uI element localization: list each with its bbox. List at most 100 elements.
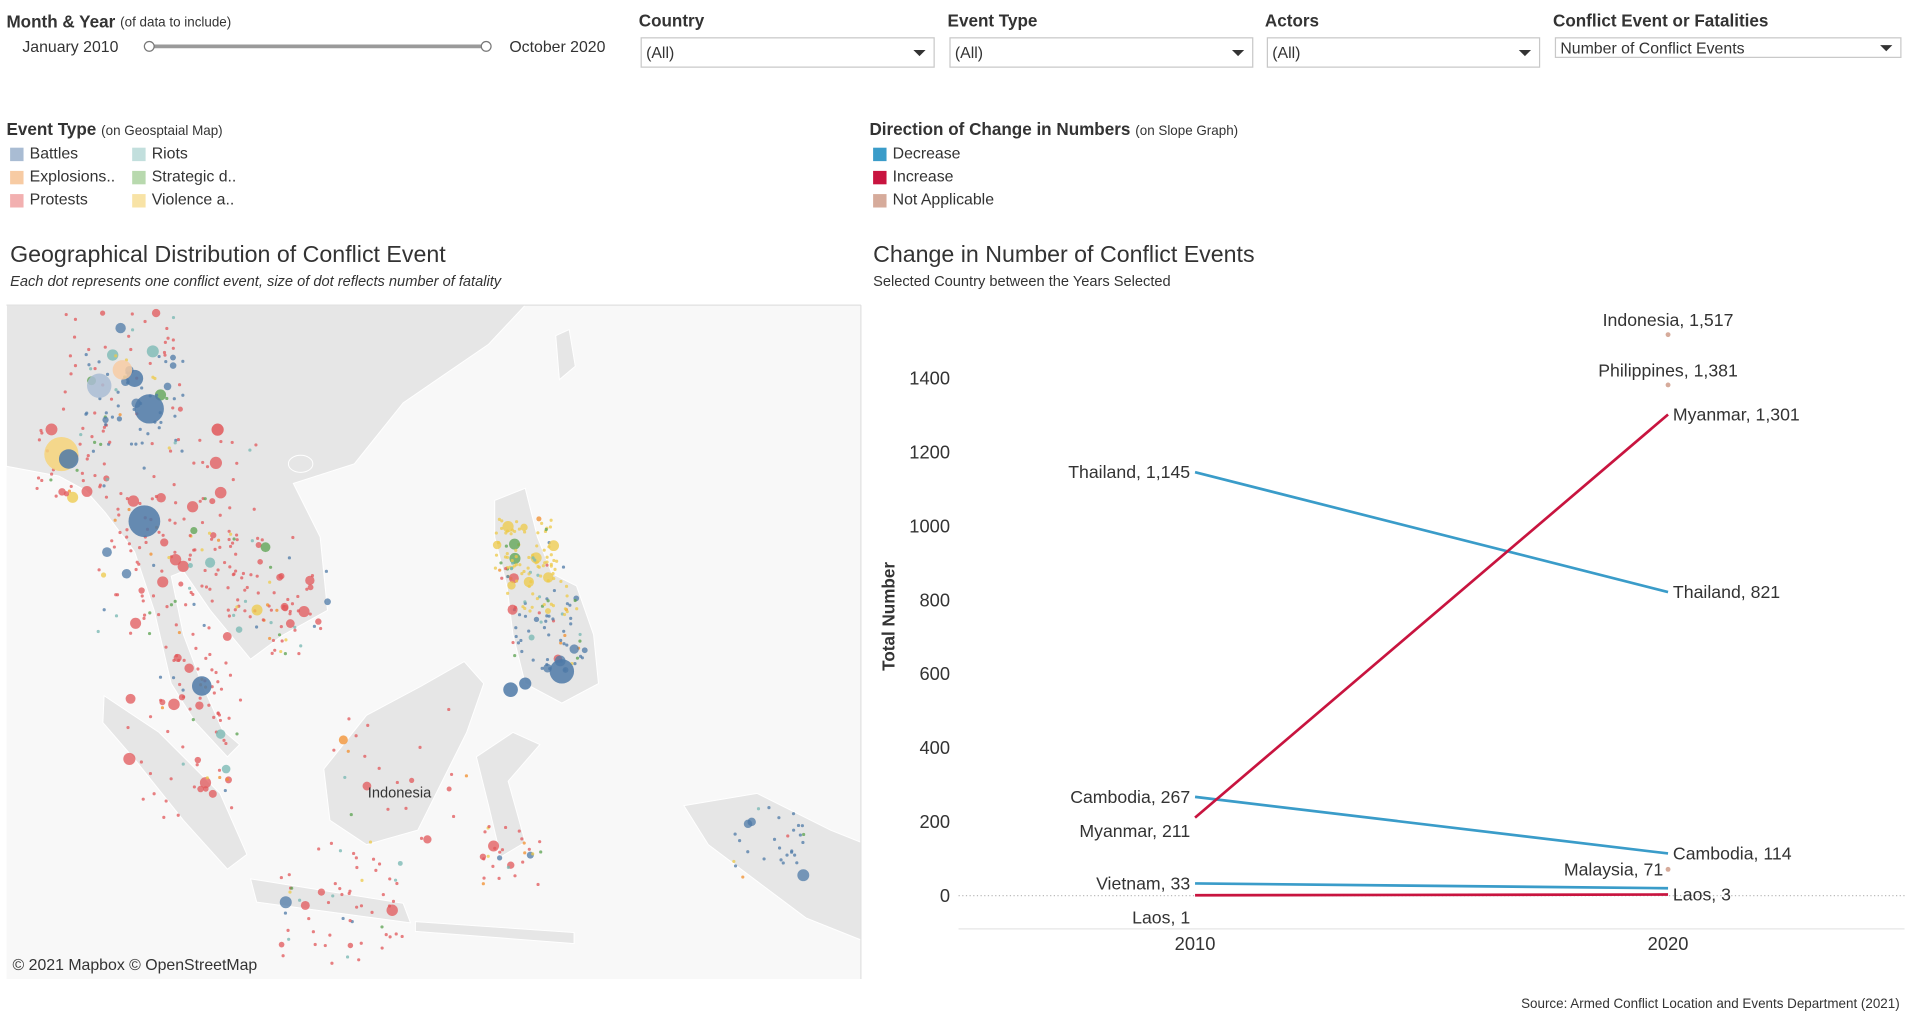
- legend-swatch[interactable]: [10, 170, 24, 185]
- map-dot: [786, 834, 790, 838]
- dropdown-arrow[interactable]: [1518, 50, 1532, 57]
- legend-swatch[interactable]: [10, 194, 24, 208]
- map-dot: [248, 448, 252, 452]
- map-dot: [123, 752, 136, 766]
- legend-swatch[interactable]: [873, 170, 887, 185]
- map-dot: [323, 943, 327, 948]
- dropdown[interactable]: [1266, 37, 1541, 68]
- map-dot: [277, 633, 282, 637]
- slider-handle[interactable]: [143, 40, 155, 52]
- map-dot: [151, 375, 155, 379]
- slider-start: January 2010: [22, 39, 118, 56]
- legend-swatch[interactable]: [132, 170, 146, 185]
- map-dot: [201, 460, 205, 464]
- map-dot: [169, 777, 173, 781]
- map-dot: [148, 611, 152, 615]
- map-dot: [779, 858, 783, 862]
- map-dot: [511, 561, 515, 565]
- map-dot: [203, 497, 207, 501]
- map-dot: [91, 449, 95, 453]
- map-dot: [531, 852, 535, 856]
- dropdown-arrow[interactable]: [1880, 45, 1893, 52]
- map-dot: [245, 585, 249, 590]
- map-dot: [187, 557, 192, 561]
- map-dot: [324, 598, 331, 606]
- map-dot: [732, 859, 736, 864]
- map-dot: [216, 680, 220, 684]
- legend-swatch[interactable]: [873, 194, 887, 208]
- legend-swatch[interactable]: [10, 147, 24, 162]
- map-dot: [346, 749, 350, 753]
- map-dot: [767, 806, 771, 810]
- map-dot: [112, 360, 133, 380]
- data-label: Cambodia, 114: [1673, 843, 1792, 863]
- map-dot: [546, 579, 550, 583]
- map-dot: [204, 585, 209, 589]
- map-dot: [531, 592, 535, 596]
- map-dot: [169, 553, 182, 566]
- map-dot: [777, 816, 781, 820]
- map-dot: [261, 618, 265, 622]
- map-dot: [791, 812, 796, 816]
- map-dot: [527, 555, 531, 560]
- map-dot: [536, 573, 540, 577]
- map-dot: [544, 608, 551, 615]
- map-dot: [464, 774, 469, 778]
- map-dot: [397, 860, 403, 866]
- map-dot: [539, 574, 543, 578]
- map-dot: [772, 837, 777, 841]
- map-dot: [523, 606, 527, 611]
- map-dot: [63, 390, 67, 394]
- map-dot: [354, 856, 358, 860]
- map[interactable]: [6, 305, 861, 979]
- map-dot: [522, 841, 526, 845]
- map-dot: [238, 698, 243, 702]
- map-dot: [114, 593, 118, 597]
- map-dot: [363, 754, 367, 758]
- map-dot: [228, 565, 232, 569]
- map-dot: [141, 599, 145, 603]
- map-dot: [355, 865, 359, 870]
- map-dot: [488, 840, 500, 852]
- map-dot: [188, 553, 192, 557]
- map-dot: [514, 548, 518, 552]
- legend-swatch[interactable]: [132, 194, 146, 208]
- dropdown[interactable]: [949, 37, 1254, 68]
- map-dot: [192, 548, 196, 552]
- filter-label: Month & Year: [6, 12, 115, 31]
- map-dot: [102, 484, 106, 488]
- dropdown[interactable]: [640, 37, 935, 68]
- map-dot: [517, 613, 522, 617]
- map-dot: [271, 638, 276, 642]
- map-dot: [504, 567, 508, 571]
- map-dot: [278, 941, 285, 948]
- legend-swatch[interactable]: [873, 147, 887, 162]
- map-dot: [173, 441, 177, 445]
- map-dot: [37, 438, 41, 442]
- map-dot: [208, 587, 212, 591]
- slider-handle[interactable]: [480, 40, 492, 52]
- map-dot: [157, 354, 161, 359]
- map-dot: [116, 416, 123, 422]
- map-dot: [535, 544, 539, 548]
- map-dot: [176, 813, 180, 817]
- map-dot: [147, 631, 152, 636]
- map-dot: [148, 771, 153, 776]
- legend-note: (on Slope Graph): [1135, 123, 1238, 138]
- map-dot: [545, 657, 550, 662]
- map-dot: [208, 652, 212, 657]
- map-dot: [61, 407, 66, 411]
- map-dot: [216, 568, 220, 572]
- map-dot: [307, 584, 314, 591]
- dropdown[interactable]: [1554, 37, 1902, 58]
- map-dot: [64, 312, 68, 317]
- map-dot: [551, 617, 555, 621]
- legend-swatch[interactable]: [132, 147, 146, 162]
- map-dot: [171, 676, 176, 680]
- map-dot: [288, 612, 292, 616]
- map-dot: [564, 584, 569, 588]
- dropdown-arrow[interactable]: [1231, 50, 1245, 57]
- data-label: Philippines, 1,381: [1598, 360, 1738, 380]
- dropdown-arrow[interactable]: [913, 50, 926, 57]
- map-dot: [210, 668, 214, 672]
